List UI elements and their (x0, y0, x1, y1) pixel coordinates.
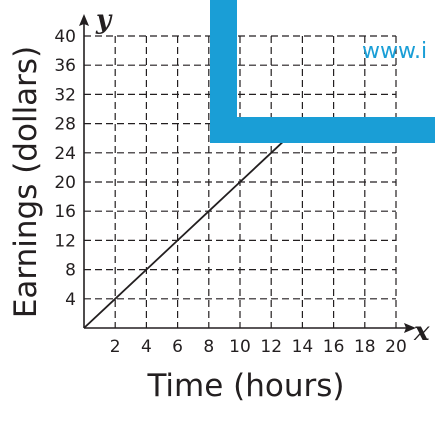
x-tick-label: 10 (229, 337, 251, 357)
y-axis-title: Earnings (dollars) (8, 46, 44, 318)
y-tick-label: 24 (54, 144, 76, 164)
x-tick-labels: 2 4 6 8 10 12 14 16 18 20 (110, 337, 407, 357)
watermark: www.i (210, 0, 435, 143)
y-tick-label: 32 (54, 85, 76, 105)
watermark-text: www.i (362, 39, 427, 64)
y-tick-label: 12 (54, 231, 76, 251)
y-axis-letter: y (95, 5, 113, 35)
watermark-frame (210, 0, 435, 143)
y-tick-label: 20 (54, 173, 76, 193)
x-tick-label: 4 (141, 337, 152, 357)
x-tick-label: 6 (172, 337, 183, 357)
x-tick-label: 8 (203, 337, 214, 357)
x-tick-label: 14 (292, 337, 314, 357)
y-tick-label: 40 (54, 27, 76, 47)
y-tick-label: 36 (54, 56, 76, 76)
x-tick-label: 12 (260, 337, 282, 357)
y-axis-arrow (79, 14, 89, 26)
x-tick-label: 20 (385, 337, 407, 357)
axes (79, 14, 416, 333)
x-tick-label: 16 (323, 337, 345, 357)
x-axis-arrow (404, 323, 416, 333)
y-tick-label: 16 (54, 202, 76, 222)
y-tick-label: 28 (54, 115, 76, 135)
data-series (83, 122, 304, 329)
x-tick-label: 2 (110, 337, 121, 357)
y-tick-label: 4 (65, 290, 76, 310)
x-axis-letter: x (413, 317, 430, 347)
x-tick-label: 18 (354, 337, 376, 357)
x-axis-title: Time (hours) (146, 368, 344, 404)
y-tick-label: 8 (65, 261, 76, 281)
y-tick-labels: 4 8 12 16 20 24 28 32 36 40 (54, 27, 76, 310)
series-line-0 (83, 122, 304, 329)
